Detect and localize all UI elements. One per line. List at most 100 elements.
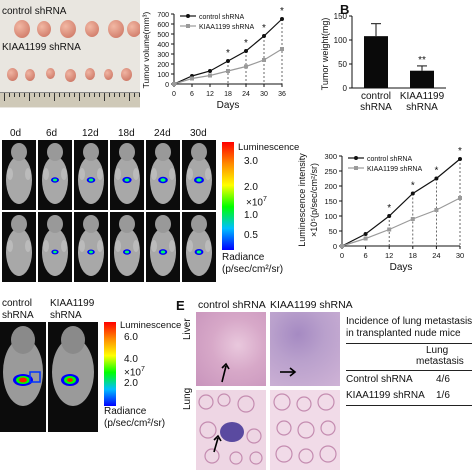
roi-box [29, 371, 41, 383]
ruler-tick [114, 93, 115, 97]
mouse-image [110, 140, 144, 210]
day-label: 6d [46, 128, 58, 139]
legend-marker [186, 14, 190, 18]
tumor-small [85, 68, 95, 80]
panel-e-letter: E [176, 298, 185, 313]
table-row-value: 4/6 [436, 374, 450, 385]
mouse-limb [61, 168, 67, 180]
lum-signal-core [89, 250, 93, 254]
mouse-limb [169, 168, 175, 180]
significance-mark: * [411, 181, 415, 192]
panel-e-row-liver: Liver [182, 318, 193, 340]
data-point [434, 208, 439, 212]
mouse-limb [61, 240, 67, 252]
data-point [387, 214, 392, 218]
data-point [410, 217, 415, 221]
panel-d-label-kiaa: KIAA1199 [50, 298, 95, 309]
y-axis-label: Tumor volume(mm³) [141, 12, 151, 89]
mouse-limb [187, 240, 193, 252]
ruler-tick [69, 93, 70, 97]
mouse-body [6, 228, 32, 276]
ruler-tick [24, 93, 25, 97]
mouse-image [38, 140, 72, 210]
data-point [458, 196, 462, 200]
y-tick-label: 250 [324, 167, 337, 176]
y-tick-label: 300 [324, 152, 337, 161]
y-tick-label: 400 [157, 42, 169, 49]
mouse-limb [79, 168, 85, 180]
lum-signal-core [196, 250, 202, 254]
legend-label: KIAA1199 shRNA [199, 24, 254, 31]
histology-lung-kiaa [270, 390, 340, 470]
mouse-head [47, 215, 63, 233]
panel-e-row-lung: Lung [182, 387, 193, 410]
significance-mark: * [458, 146, 462, 157]
luminescence-chart: 0 50 100 150 200 250 300 0 6 12 18 24 30 * * * * control … [297, 146, 464, 273]
ruler-tick [34, 93, 35, 97]
legend-marker [186, 24, 190, 28]
colorbar-c-tick: 3.0 [244, 156, 258, 167]
y-tick-label: 700 [157, 12, 169, 19]
mouse-head [155, 143, 171, 161]
ruler-tick [94, 93, 95, 97]
x-tick-label: 30 [260, 91, 268, 98]
y-axis-label: Tumor weight(mg) [320, 18, 330, 91]
mouse-image [74, 212, 108, 282]
mouse-silhouette [3, 326, 43, 406]
colorbar-d-scale: ×107 [124, 366, 145, 379]
mouse-head [155, 215, 171, 233]
ruler-tick [19, 93, 20, 97]
panel-e-col-kiaa: KIAA1199 shRNA [270, 299, 353, 311]
lum-signal-peak [19, 377, 27, 383]
lum-signal-core [196, 178, 202, 182]
colorbar-d-tick: 6.0 [124, 332, 138, 343]
lum-signal-core [53, 250, 57, 254]
mouse-head [83, 215, 99, 233]
mouse-silhouette [6, 143, 32, 204]
bar [410, 70, 434, 88]
colorbar-c-scale: ×107 [246, 196, 267, 209]
colorbar-c-tick: 2.0 [244, 182, 258, 193]
data-point [410, 191, 415, 196]
y-tick-label: 100 [334, 36, 348, 45]
arrow-icon [221, 365, 227, 383]
mouse-image [146, 140, 180, 210]
mouse-limb [25, 240, 31, 252]
colorbar-d [104, 322, 116, 406]
data-point [262, 34, 266, 38]
mouse-body [6, 156, 32, 204]
lum-signal-core [88, 178, 94, 182]
tumor-large [14, 20, 30, 38]
ruler-tick [139, 93, 140, 97]
legend-label: control shRNA [199, 14, 244, 21]
significance-mark: ** [418, 55, 426, 66]
tumor-photo: control shRNA KIAA1199 shRNA [0, 0, 140, 108]
colorbar-d-radiance: Radiance [104, 406, 147, 417]
colorbar-c-radiance: Radiance [222, 252, 265, 263]
mouse-limb [133, 168, 139, 180]
x-axis-label: Days [217, 100, 240, 111]
mouse-limb [115, 168, 121, 180]
mouse-image [74, 140, 108, 210]
significance-mark: * [280, 6, 284, 17]
data-point [387, 227, 392, 232]
mouse-silhouette [78, 215, 104, 276]
colorbar-d-unit: (p/sec/cm²/sr) [104, 418, 166, 429]
x-tick-label: 12 [385, 251, 393, 260]
y-tick-label: 0 [165, 82, 169, 89]
ruler-tick [4, 93, 5, 101]
mouse-limb [7, 240, 13, 252]
mouse-image [146, 212, 180, 282]
data-point [226, 59, 230, 63]
mouse-head [11, 215, 27, 233]
mouse-limb [187, 168, 193, 180]
significance-mark: * [434, 166, 438, 177]
y-axis-label-unit: ×10⁵(p/sec/cm²/sr) [309, 163, 319, 237]
data-point [244, 49, 248, 53]
ruler-tick [119, 93, 120, 97]
mouse-head [191, 143, 207, 161]
ruler-tick [99, 93, 100, 97]
ruler-tick [109, 93, 110, 97]
colorbar-c [222, 142, 234, 250]
histology-texture [280, 367, 297, 377]
